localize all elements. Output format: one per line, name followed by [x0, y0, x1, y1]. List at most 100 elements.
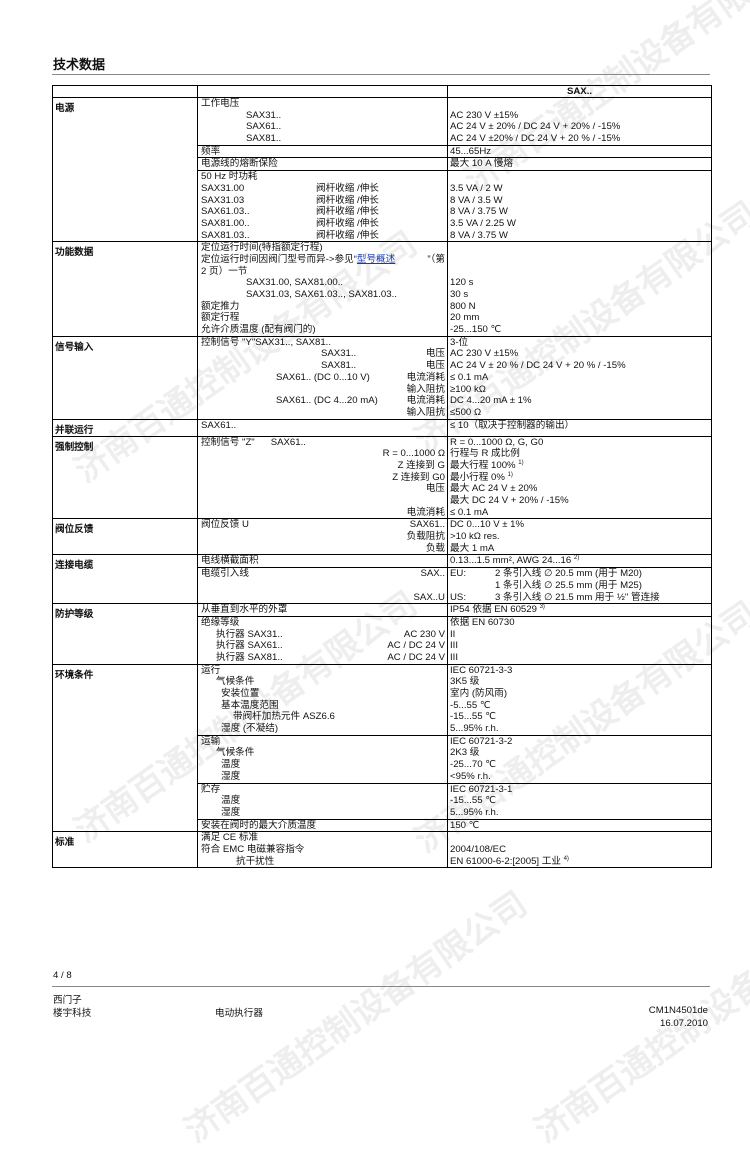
parameter-line: 控制信号 "Y"SAX31.., SAX81..	[198, 337, 447, 349]
spec-value: -15...55 ℃	[450, 795, 496, 807]
parameter-line: SAX31.00, SAX81.00..	[198, 277, 447, 289]
parameter-condition: 阀杆收缩 /伸长	[316, 194, 379, 206]
value-line: ≤ 0.1 mA	[448, 507, 711, 519]
spec-value: 最大 AC 24 V ± 20%	[450, 483, 538, 495]
parameter-qualifier: AC 230 V	[403, 628, 445, 640]
spec-value: 45...65Hz	[450, 145, 492, 157]
parameter-label: 温度	[221, 795, 241, 807]
parameter-line: 运输	[198, 736, 447, 748]
parameter-line: 阀位反馈 U SAX61..	[198, 519, 447, 531]
parameter-label: 电缆引入线	[201, 568, 249, 580]
parameter-label: 从垂直到水平的外罩	[201, 604, 288, 616]
spec-row: 环境条件 运行 气候条件 安装位置 基本温度范围 带阀杆加热元件 ASZ6.6 湿度 (不凝…	[52, 663, 712, 833]
spec-value: 最大 1 mA	[450, 542, 495, 554]
section-title: 环境条件	[52, 663, 198, 833]
spec-parameter-cell: 电线横截面积	[197, 554, 448, 569]
spec-value: DC 4...20 mA ± 1%	[450, 395, 532, 407]
parameter-line	[198, 495, 447, 507]
spec-value-cell: 150 ℃	[447, 818, 712, 833]
parameter-line: 从垂直到水平的外罩	[198, 604, 447, 616]
parameter-line: 控制信号 "Z" SAX61..	[198, 437, 447, 449]
section-title: 信号输入	[52, 335, 198, 420]
parameter-condition: 阀杆收缩 /伸长	[316, 229, 379, 241]
spec-value: ≥100 kΩ	[450, 383, 486, 395]
parameter-line: SAX31.03, SAX61.03.., SAX81.03..	[198, 289, 447, 301]
parameter-label: 定位运行时间因阀门型号而异->参见“	[201, 253, 357, 265]
model-overview-link[interactable]: 型号概述	[356, 253, 396, 265]
value-line: 依据 EN 60730	[448, 617, 711, 629]
parameter-condition: 阀杆收缩 /伸长	[316, 182, 379, 194]
parameter-qualifier: SAX..	[420, 568, 445, 580]
value-line: 2004/108/EC	[448, 844, 711, 856]
spec-row: 贮存 温度 湿度 IEC 60721-3-1 -15...55 ℃ 5...95% r.h…	[53, 782, 712, 820]
parameter-line: 电缆引入线 SAX..	[198, 568, 447, 580]
value-line	[448, 266, 711, 278]
spec-value: -15...55 ℃	[450, 711, 496, 723]
parameter-label: 额定推力	[201, 300, 240, 312]
value-line: 120 s	[448, 277, 711, 289]
value-line: 3.5 VA / 2 W	[448, 183, 711, 195]
value-line: 30 s	[448, 289, 711, 301]
spec-value: IEC 60721-3-1	[450, 783, 513, 795]
value-line	[448, 832, 711, 844]
parameter-line: 带阀杆加热元件 ASZ6.6	[198, 711, 447, 723]
parameter-line: 频率	[198, 146, 447, 158]
parameter-line: SAX61.. (DC 4...20 mA) 电流消耗	[198, 395, 447, 407]
section-title: 防护等级	[52, 603, 198, 665]
footer-divider	[52, 986, 710, 987]
region-label: US:	[450, 591, 466, 603]
parameter-line: 负载	[198, 543, 447, 555]
spec-row: 阀位反馈 阀位反馈 U SAX61.. 负载阻抗 负载 DC 0...10 V ± 1% >…	[52, 518, 712, 556]
spec-value: III	[450, 640, 458, 652]
parameter-condition: 阀杆收缩 /伸长	[316, 217, 379, 229]
parameter-line: Z 连接到 G0	[198, 472, 447, 484]
spec-value: DC 0...10 V ± 1%	[450, 519, 525, 531]
spec-value: 3.5 VA / 2.25 W	[450, 217, 516, 229]
value-line: IEC 60721-3-3	[448, 665, 711, 677]
value-line: 8 VA / 3.75 W	[448, 230, 711, 242]
parameter-line: 湿度	[198, 771, 447, 783]
value-line: III	[448, 640, 711, 652]
section-title: 标准	[52, 831, 198, 869]
parameter-qualifier: AC / DC 24 V	[387, 651, 445, 663]
spec-value: 最大 10 A 慢熔	[450, 158, 513, 170]
value-line: IP54 依据 EN 60529 3)	[448, 604, 711, 616]
parameter-qualifier: 电压	[425, 483, 445, 495]
spec-parameter-cell: 贮存 温度 湿度	[197, 782, 448, 820]
value-line: EU: 2 条引入线 ∅ 20.5 mm (用于 M20)	[448, 568, 711, 580]
value-line: II	[448, 629, 711, 641]
spec-value: 3K5 级	[450, 676, 480, 688]
spec-value: AC 230 V ±15%	[450, 348, 519, 360]
section-title: 阀位反馈	[52, 518, 198, 556]
parameter-line: 气候条件	[198, 747, 447, 759]
spec-value: 3.5 VA / 2 W	[450, 182, 503, 194]
value-line: 150 ℃	[448, 820, 711, 832]
value-line	[448, 98, 711, 110]
spec-value: <95% r.h.	[450, 770, 491, 782]
header-empty-1	[52, 85, 198, 98]
spec-value-cell: IEC 60721-3-1 -15...55 ℃ 5...95% r.h.	[447, 782, 712, 820]
spec-parameter-cell: SAX61..	[197, 418, 448, 437]
parameter-label: 电线横截面积	[201, 555, 259, 567]
parameter-label: 满足 CE 标准	[201, 832, 259, 844]
spec-row: 电源 工作电压 SAX31.. SAX61.. SAX81.. AC 230 V ±15%…	[52, 96, 712, 243]
spec-value: AC 24 V ± 20% / DC 24 V + 20% / -15%	[450, 121, 621, 133]
parameter-qualifier: 电压	[425, 348, 445, 360]
parameter-label: 气候条件	[216, 676, 255, 688]
parameter-label: 温度	[221, 759, 241, 771]
spec-value: 8 VA / 3.75 W	[450, 206, 508, 218]
value-line: 最大行程 100% 1)	[448, 460, 711, 472]
parameter-label: 湿度	[221, 806, 241, 818]
parameter-line: 抗干扰性	[198, 856, 447, 868]
value-line: 45...65Hz	[448, 146, 711, 158]
spec-row: 信号输入 控制信号 "Y"SAX31.., SAX81.. SAX31.. 电压 SAX…	[52, 335, 712, 420]
footnote-ref: 2)	[573, 555, 580, 562]
value-line: AC 24 V ± 20% / DC 24 V + 20% / -15%	[448, 121, 711, 133]
header-divider	[52, 74, 710, 75]
spec-value: ≤ 10（取决于控制器的输出）	[450, 419, 575, 431]
parameter-label: 带阀杆加热元件 ASZ6.6	[233, 711, 335, 723]
spec-row: 频率 45...65Hz	[53, 144, 712, 159]
spec-value: III	[450, 651, 458, 663]
spec-value: 最大 DC 24 V + 20% / -15%	[450, 495, 569, 506]
parameter-line: SAX61.03.. 阀杆收缩 /伸长	[198, 206, 447, 218]
